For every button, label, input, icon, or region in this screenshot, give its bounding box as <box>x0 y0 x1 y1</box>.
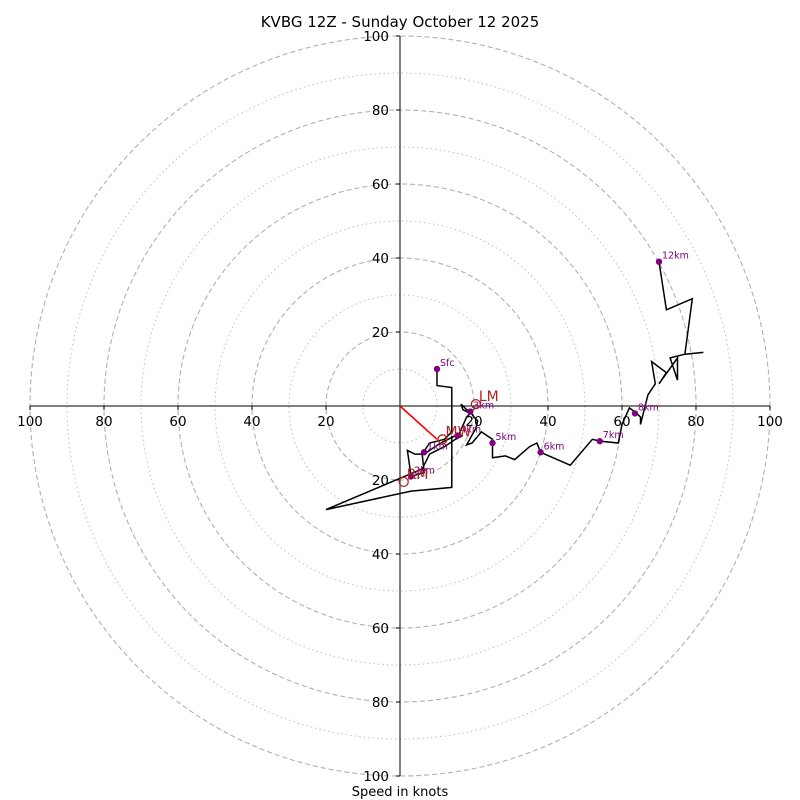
storm-motion-label: LM <box>479 389 499 405</box>
height-marker-label: 7km <box>603 430 624 441</box>
x-tick-label: 20 <box>465 414 482 430</box>
height-marker-label: 3km <box>473 401 494 412</box>
storm-motion-marker <box>470 398 482 410</box>
height-marker-label: Sfc <box>440 358 455 369</box>
axis-tick-labels: 100 80 60 40 20 20 40 60 80 100100806040202040608… <box>17 29 783 785</box>
x-tick-label: 80 <box>95 414 112 430</box>
trace-low-branch <box>325 434 464 511</box>
height-marker-dot <box>407 473 415 480</box>
height-marker-dot <box>433 365 441 373</box>
height-marker-dot <box>467 408 474 415</box>
height-markers: Sfc 1km 2km 3km 4km 5km 6km 7km 8km 12km <box>407 251 689 480</box>
height-marker-label: 12km <box>662 251 689 262</box>
height-marker-dot <box>489 439 496 447</box>
height-marker-label: 4km <box>460 425 481 436</box>
storm-motion-marker <box>398 476 409 488</box>
wind-profile-trace <box>325 261 704 511</box>
x-tick-label: 100 <box>757 414 783 430</box>
shear-vector <box>399 405 438 440</box>
y-tick-label: 60 <box>372 177 389 193</box>
height-marker-dot <box>596 437 603 445</box>
height-marker-label: 2km <box>414 465 435 476</box>
height-marker-label: 6km <box>544 441 565 452</box>
y-tick-label: 60 <box>372 621 389 637</box>
height-marker-label: 8km <box>638 402 659 413</box>
trace-line <box>406 261 704 478</box>
y-tick-label: 80 <box>372 695 389 711</box>
height-marker-label: 1km <box>427 441 448 452</box>
height-marker-dot <box>655 258 663 265</box>
storm-motion-marker <box>437 434 448 445</box>
x-axis-label: Speed in knots <box>352 785 449 800</box>
storm-motion-label: RM <box>407 467 429 483</box>
x-tick-label: 40 <box>243 414 260 430</box>
y-tick-label: 80 <box>372 103 389 119</box>
y-tick-label: 20 <box>372 325 389 341</box>
x-tick-label: 20 <box>317 414 334 430</box>
x-tick-label: 60 <box>169 414 186 430</box>
height-marker-dot <box>537 449 544 456</box>
x-tick-label: 40 <box>539 414 556 430</box>
x-tick-label: 60 <box>613 414 630 430</box>
chart-title: KVBG 12Z - Sunday October 12 2025 <box>261 13 540 31</box>
storm-motion-markers: LM MW RM <box>398 389 499 488</box>
height-marker-dot <box>454 432 461 439</box>
x-tick-label: 100 <box>17 414 43 430</box>
height-marker-dot <box>420 449 428 456</box>
height-marker-dot <box>631 410 639 417</box>
y-tick-label: 100 <box>363 29 389 45</box>
y-tick-label: 100 <box>363 769 389 785</box>
y-tick-label: 40 <box>372 547 389 563</box>
y-tick-label: 40 <box>372 251 389 267</box>
x-tick-label: 80 <box>687 414 704 430</box>
height-marker-label: 5km <box>496 432 517 443</box>
storm-motion-label: MW <box>446 424 472 440</box>
